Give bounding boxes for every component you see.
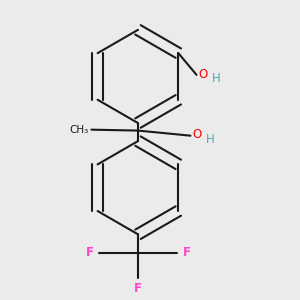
Text: H: H — [212, 72, 221, 85]
Text: F: F — [85, 247, 94, 260]
Text: CH₃: CH₃ — [69, 125, 88, 135]
Text: H: H — [206, 133, 215, 146]
Text: O: O — [199, 68, 208, 80]
Text: O: O — [193, 128, 202, 141]
Text: F: F — [182, 247, 190, 260]
Text: F: F — [134, 282, 142, 296]
